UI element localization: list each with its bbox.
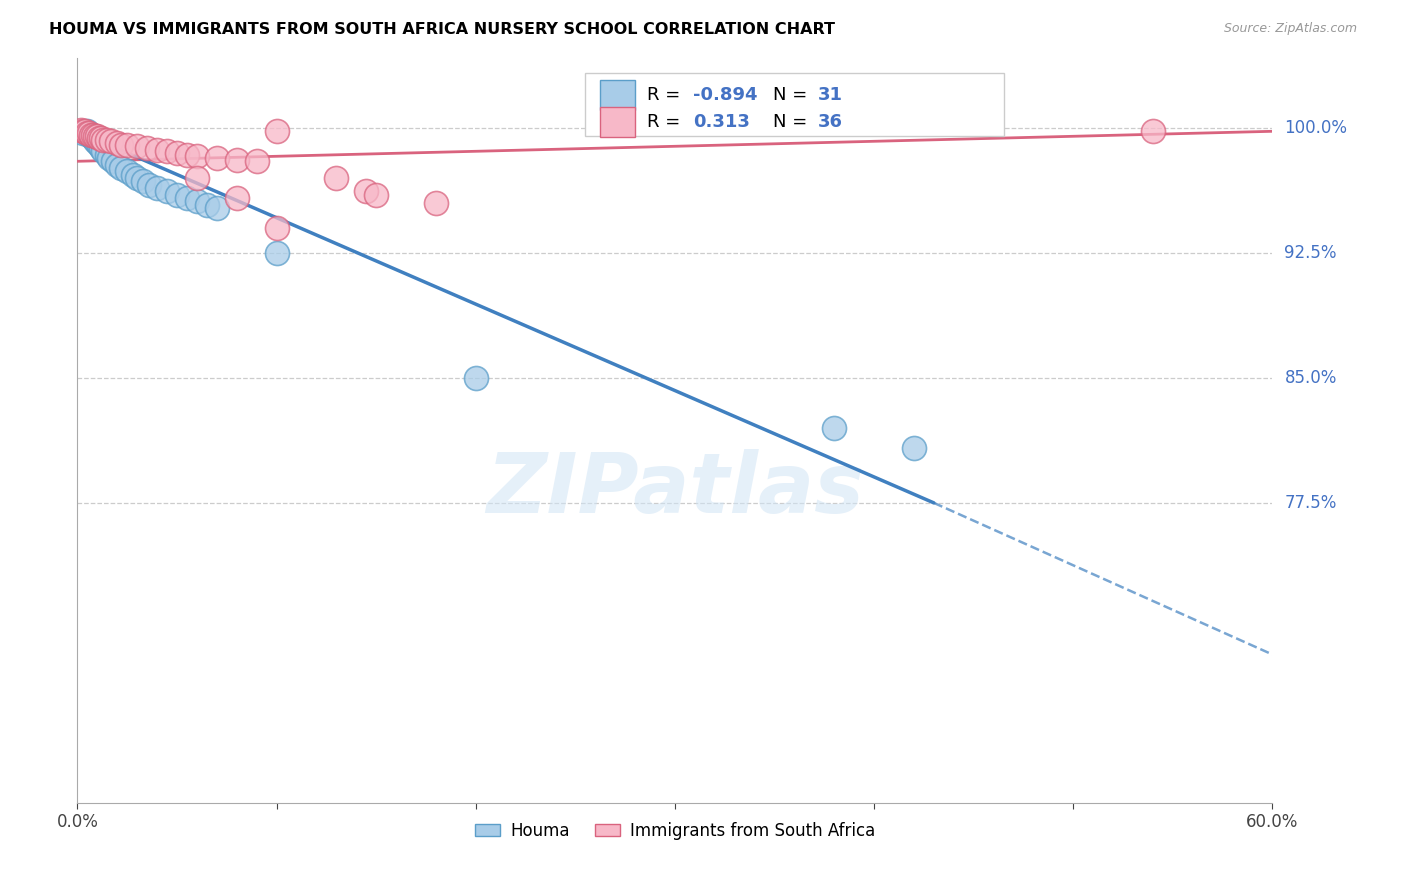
Point bbox=[72, 124, 94, 138]
Point bbox=[156, 184, 179, 198]
Point bbox=[79, 126, 101, 140]
Point bbox=[146, 143, 169, 157]
Point bbox=[127, 170, 149, 185]
Point bbox=[115, 164, 138, 178]
Bar bbox=[599, 107, 636, 137]
Point bbox=[176, 191, 198, 205]
Point bbox=[110, 161, 132, 175]
Point bbox=[266, 221, 288, 235]
Text: R =: R = bbox=[647, 113, 686, 131]
Text: 36: 36 bbox=[818, 113, 844, 131]
Point bbox=[166, 187, 188, 202]
Point bbox=[80, 128, 103, 142]
Point bbox=[464, 371, 486, 385]
Point bbox=[96, 147, 118, 161]
Point bbox=[82, 128, 104, 142]
Point bbox=[90, 141, 112, 155]
Point bbox=[266, 124, 288, 138]
Point bbox=[136, 141, 159, 155]
Text: R =: R = bbox=[647, 87, 686, 104]
Point bbox=[82, 131, 104, 145]
Legend: Houma, Immigrants from South Africa: Houma, Immigrants from South Africa bbox=[468, 815, 882, 847]
Point bbox=[186, 170, 208, 185]
Text: 31: 31 bbox=[818, 87, 844, 104]
Point bbox=[1142, 124, 1164, 138]
Point bbox=[91, 133, 114, 147]
Point bbox=[79, 128, 101, 142]
Point bbox=[75, 124, 97, 138]
Text: N =: N = bbox=[773, 113, 813, 131]
Text: 85.0%: 85.0% bbox=[1285, 369, 1337, 387]
Point bbox=[105, 136, 128, 150]
Point bbox=[166, 145, 188, 160]
Point bbox=[903, 441, 925, 455]
Point bbox=[89, 137, 111, 152]
Point bbox=[76, 124, 98, 138]
Point bbox=[156, 145, 179, 159]
Point bbox=[205, 201, 228, 215]
Text: Source: ZipAtlas.com: Source: ZipAtlas.com bbox=[1223, 22, 1357, 36]
Point bbox=[186, 149, 208, 163]
Point bbox=[325, 170, 347, 185]
Point bbox=[90, 131, 112, 145]
Point bbox=[84, 134, 107, 148]
Point bbox=[425, 196, 447, 211]
Point bbox=[132, 174, 155, 188]
Text: ZIPatlas: ZIPatlas bbox=[486, 450, 863, 531]
Point bbox=[115, 137, 138, 152]
Bar bbox=[599, 80, 636, 110]
Point bbox=[91, 145, 114, 159]
Text: 92.5%: 92.5% bbox=[1285, 244, 1337, 262]
Point bbox=[98, 151, 121, 165]
Point bbox=[89, 131, 111, 145]
Text: 0.313: 0.313 bbox=[693, 113, 749, 131]
Point bbox=[266, 246, 288, 260]
Bar bbox=[585, 73, 1004, 136]
Point bbox=[70, 122, 93, 136]
Point bbox=[96, 133, 118, 147]
Text: 100.0%: 100.0% bbox=[1285, 119, 1347, 137]
Point bbox=[186, 194, 208, 209]
Point bbox=[72, 126, 94, 140]
Point bbox=[195, 197, 218, 211]
Point bbox=[205, 151, 228, 165]
Point bbox=[176, 147, 198, 161]
Point bbox=[80, 129, 103, 144]
Point bbox=[86, 136, 108, 150]
Text: N =: N = bbox=[773, 87, 813, 104]
Point bbox=[823, 421, 845, 435]
Point bbox=[103, 154, 124, 169]
Point bbox=[354, 184, 377, 198]
Text: -0.894: -0.894 bbox=[693, 87, 758, 104]
Point bbox=[225, 153, 247, 167]
Point bbox=[127, 139, 149, 153]
Point bbox=[146, 181, 169, 195]
Point bbox=[225, 191, 247, 205]
Point bbox=[110, 137, 132, 152]
Text: HOUMA VS IMMIGRANTS FROM SOUTH AFRICA NURSERY SCHOOL CORRELATION CHART: HOUMA VS IMMIGRANTS FROM SOUTH AFRICA NU… bbox=[49, 22, 835, 37]
Point bbox=[84, 129, 107, 144]
Point bbox=[100, 134, 122, 148]
Point bbox=[76, 126, 98, 140]
Point bbox=[246, 154, 269, 169]
Point bbox=[122, 168, 145, 182]
Point bbox=[86, 129, 108, 144]
Point bbox=[366, 187, 388, 202]
Point bbox=[105, 158, 128, 172]
Text: 77.5%: 77.5% bbox=[1285, 494, 1337, 512]
Point bbox=[138, 178, 160, 192]
